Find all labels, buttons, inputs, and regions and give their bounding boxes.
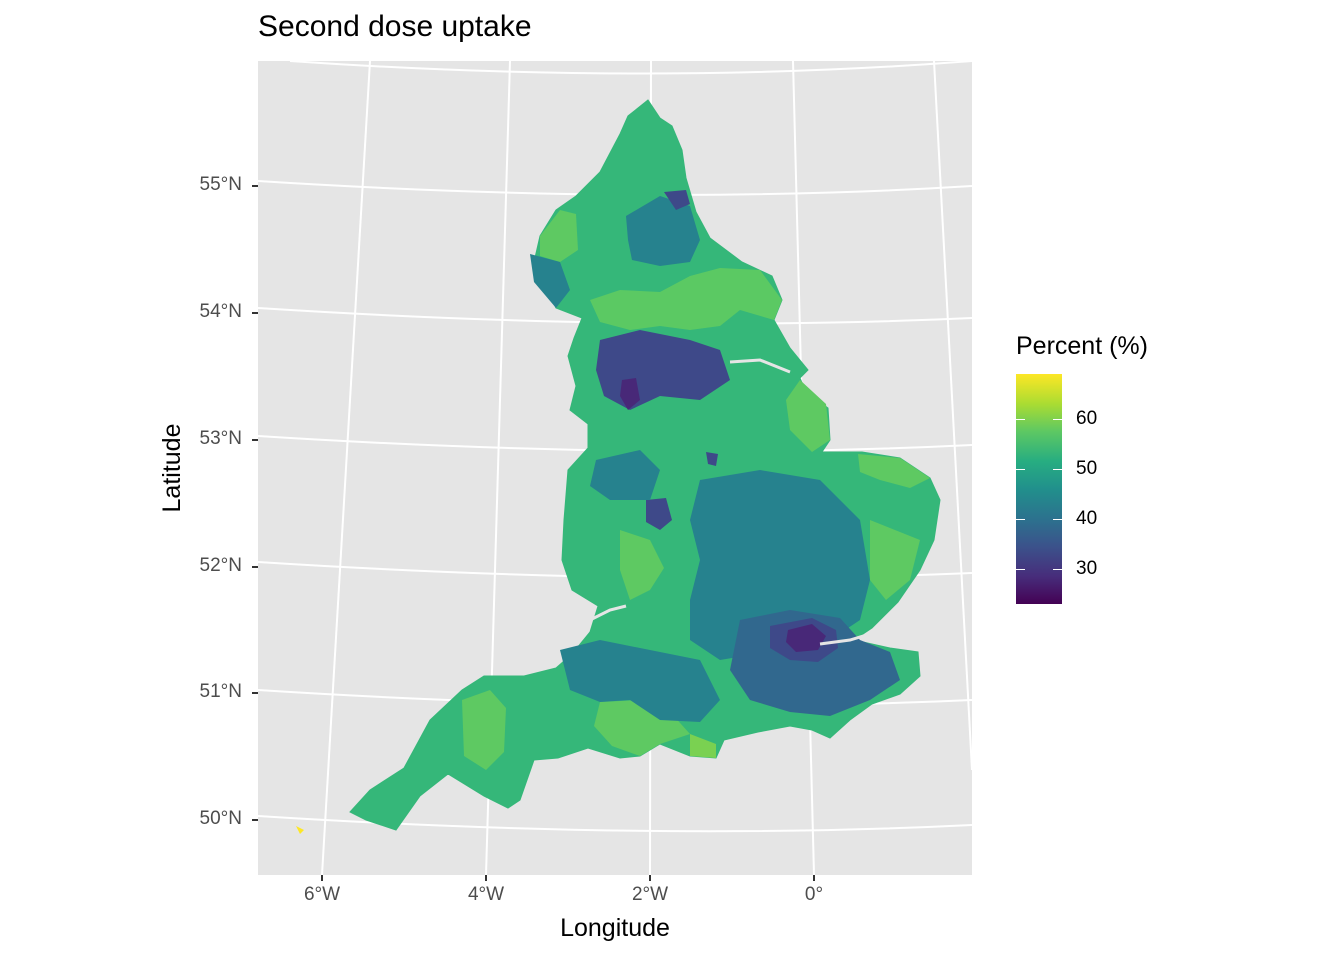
x-tick-label: 2°W (631, 884, 669, 905)
legend-colorbar (1016, 374, 1062, 604)
x-axis-title: Longitude (560, 914, 670, 942)
legend-tick-label: 60 (1076, 408, 1098, 429)
y-tick-label: 50°N (199, 808, 242, 829)
x-tick-label: 0° (804, 884, 824, 905)
y-axis-title: Latitude (158, 423, 186, 513)
map-title: Second dose uptake (258, 10, 532, 43)
x-tick-label: 4°W (467, 884, 505, 905)
y-tick-label: 53°N (199, 428, 242, 449)
x-tick-label: 6°W (303, 884, 341, 905)
y-tick-label: 55°N (199, 174, 242, 195)
legend-tick-label: 40 (1076, 508, 1098, 529)
y-tick-label: 51°N (199, 681, 242, 702)
england-region (296, 99, 941, 834)
y-tick-label: 54°N (199, 301, 242, 322)
y-tick-label: 52°N (199, 555, 242, 576)
rivers-estuaries (589, 358, 871, 646)
y-ticks (252, 185, 258, 821)
legend-tick-label: 50 (1076, 458, 1098, 479)
legend-title: Percent (%) (1016, 332, 1148, 360)
x-ticks (321, 875, 815, 881)
legend-tick-label: 30 (1076, 558, 1098, 579)
